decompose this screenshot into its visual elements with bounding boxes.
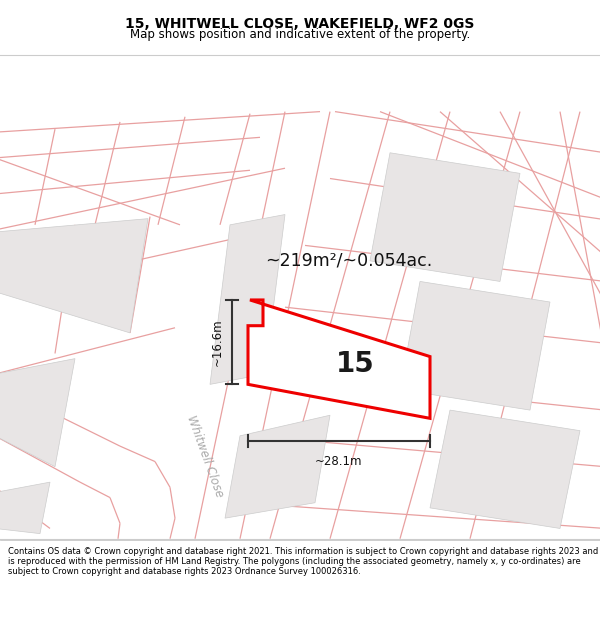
Polygon shape bbox=[0, 219, 148, 333]
Text: Map shows position and indicative extent of the property.: Map shows position and indicative extent… bbox=[130, 28, 470, 41]
Polygon shape bbox=[0, 482, 50, 534]
Polygon shape bbox=[430, 410, 580, 529]
Text: Contains OS data © Crown copyright and database right 2021. This information is : Contains OS data © Crown copyright and d… bbox=[8, 546, 598, 576]
Polygon shape bbox=[400, 281, 550, 410]
Text: ~219m²/~0.054ac.: ~219m²/~0.054ac. bbox=[265, 252, 432, 270]
Text: ~28.1m: ~28.1m bbox=[315, 456, 363, 468]
Polygon shape bbox=[0, 359, 75, 467]
Polygon shape bbox=[225, 415, 330, 518]
Text: 15: 15 bbox=[335, 350, 374, 378]
Text: ~16.6m: ~16.6m bbox=[211, 318, 224, 366]
Text: 15, WHITWELL CLOSE, WAKEFIELD, WF2 0GS: 15, WHITWELL CLOSE, WAKEFIELD, WF2 0GS bbox=[125, 16, 475, 31]
Text: Whitwell Close: Whitwell Close bbox=[184, 414, 226, 499]
Polygon shape bbox=[370, 152, 520, 281]
Polygon shape bbox=[248, 300, 430, 418]
Polygon shape bbox=[210, 214, 285, 384]
